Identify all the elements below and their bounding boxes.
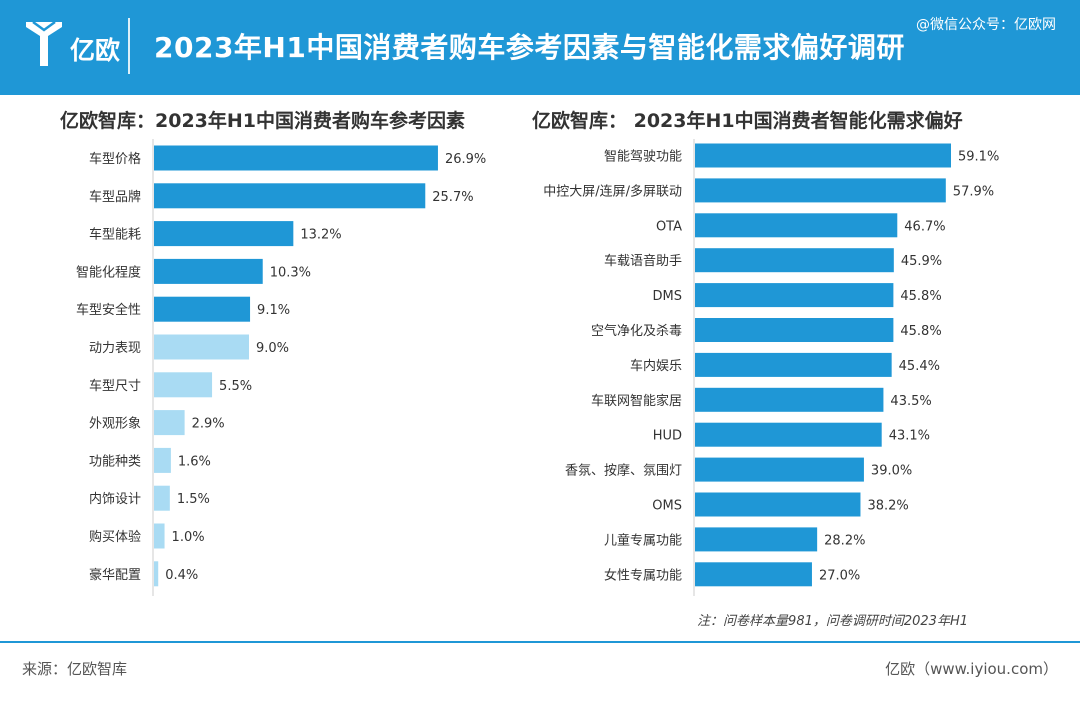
left-chart-value-label: 26.9% (445, 152, 486, 167)
left-chart-bar (154, 183, 426, 209)
left-chart-category-label: 豪华配置 (89, 567, 141, 583)
right-chart-value-label: 43.1% (889, 429, 930, 444)
footer-source: 来源：亿欧智库 (22, 660, 128, 678)
right-chart-value-label: 39.0% (871, 464, 912, 479)
left-chart-value-label: 0.4% (165, 568, 198, 583)
right-chart-value-label: 45.9% (901, 254, 942, 269)
left-chart-category-label: 车型尺寸 (89, 378, 141, 394)
right-chart-category-label: 车联网智能家居 (591, 393, 682, 409)
left-chart-value-label: 25.7% (432, 190, 473, 205)
left-chart-value-label: 1.5% (177, 492, 210, 507)
left-chart-value-label: 5.5% (219, 379, 252, 394)
left-chart-value-label: 13.2% (300, 228, 341, 243)
right-chart-value-label: 27.0% (819, 568, 860, 583)
left-chart-value-label: 2.9% (192, 417, 225, 432)
right-chart-category-label: 香氛、按摩、氛围灯 (565, 463, 682, 479)
left-chart-bar (154, 334, 249, 360)
left-chart-category-label: 智能化程度 (76, 264, 141, 280)
left-chart-bar (154, 372, 213, 398)
left-chart-bar (154, 145, 438, 171)
left-chart-category-label: 车型能耗 (89, 227, 141, 243)
right-chart-category-label: 智能驾驶功能 (604, 150, 682, 165)
left-chart-bar (154, 410, 185, 436)
right-chart-value-label: 45.8% (900, 289, 941, 304)
right-chart: 智能驾驶功能 59.1% 中控大屏/连屏/多屏联动 57.9% OTA 46.7% 车载语音… (543, 143, 999, 587)
right-chart-value-label: 43.5% (890, 394, 931, 409)
footer-site: 亿欧（www.iyiou.com） (885, 660, 1058, 678)
survey-note: 注：问卷样本量981，问卷调研时间2023年H1 (697, 614, 968, 629)
watermark-text: @微信公众号：亿欧网 (916, 17, 1056, 33)
left-chart-bar (154, 221, 294, 247)
right-chart-value-label: 38.2% (867, 499, 908, 514)
left-chart-title: 亿欧智库：2023年H1中国消费者购车参考因素 (60, 110, 466, 132)
left-chart-category-label: 车型价格 (89, 151, 141, 167)
left-chart-bar (154, 485, 170, 511)
right-chart-bar (695, 248, 894, 273)
left-chart-category-label: 车型品牌 (89, 189, 141, 205)
right-chart-bar (695, 283, 894, 308)
right-chart-bar (695, 527, 818, 552)
left-chart-bar (154, 447, 171, 473)
left-chart-value-label: 1.0% (172, 530, 205, 545)
right-chart-category-label: 中控大屏/连屏/多屏联动 (543, 183, 682, 199)
right-chart-bar (695, 352, 892, 377)
right-chart-category-label: HUD (653, 429, 682, 444)
left-chart-value-label: 10.3% (270, 265, 311, 280)
left-chart-bar (154, 258, 263, 284)
left-chart-category-label: 外观形象 (89, 417, 141, 432)
right-chart-bar (695, 457, 864, 482)
left-chart-value-label: 9.1% (257, 303, 290, 318)
footer-divider (0, 641, 1080, 643)
right-chart-title: 亿欧智库： 2023年H1中国消费者智能化需求偏好 (532, 110, 963, 132)
right-chart-bar (695, 562, 812, 587)
right-chart-value-label: 46.7% (904, 219, 945, 234)
right-chart-bar (695, 143, 951, 168)
right-chart-category-label: OMS (652, 499, 682, 514)
right-chart-value-label: 59.1% (958, 150, 999, 165)
logo-divider (128, 18, 130, 74)
right-chart-value-label: 28.2% (824, 533, 865, 548)
right-chart-value-label: 45.4% (899, 359, 940, 374)
right-chart-value-label: 45.8% (900, 324, 941, 339)
left-chart-value-label: 9.0% (256, 341, 289, 356)
logo-text: 亿欧 (70, 36, 121, 65)
bar-charts: 车型价格 26.9% 车型品牌 25.7% 车型能耗 13.2% 智能化程度 10.3% 车型安… (76, 139, 999, 596)
left-chart-category-label: 内饰设计 (89, 491, 141, 507)
logo: 亿欧 (24, 18, 142, 74)
right-chart-value-label: 57.9% (953, 184, 994, 199)
left-chart-bar (154, 296, 251, 322)
left-chart-bar (154, 523, 165, 549)
left-chart-category-label: 动力表现 (89, 341, 141, 356)
left-chart-value-label: 1.6% (178, 454, 211, 469)
right-chart-category-label: DMS (653, 289, 682, 304)
right-chart-category-label: 儿童专属功能 (604, 532, 682, 548)
left-chart: 车型价格 26.9% 车型品牌 25.7% 车型能耗 13.2% 智能化程度 10.3% 车型安… (76, 145, 486, 587)
right-chart-category-label: 车内娱乐 (630, 358, 682, 374)
right-chart-category-label: 空气净化及杀毒 (591, 323, 682, 339)
right-chart-bar (695, 492, 861, 517)
right-chart-category-label: 女性专属功能 (604, 567, 682, 583)
right-chart-bar (695, 387, 884, 412)
left-chart-category-label: 购买体验 (89, 529, 141, 545)
left-chart-bar (154, 561, 159, 587)
left-chart-category-label: 车型安全性 (76, 302, 141, 318)
left-chart-category-label: 功能种类 (89, 454, 141, 469)
right-chart-bar (695, 318, 894, 342)
right-chart-category-label: 车载语音助手 (604, 253, 682, 269)
right-chart-bar (695, 422, 882, 447)
right-chart-bar (695, 213, 898, 238)
right-chart-category-label: OTA (656, 219, 682, 234)
header-banner: 亿欧 2023年H1中国消费者购车参考因素与智能化需求偏好调研 @微信公众号：亿… (0, 0, 1080, 95)
right-chart-bar (695, 178, 946, 203)
page-title: 2023年H1中国消费者购车参考因素与智能化需求偏好调研 (154, 31, 905, 64)
yiou-logo-icon (26, 20, 62, 66)
